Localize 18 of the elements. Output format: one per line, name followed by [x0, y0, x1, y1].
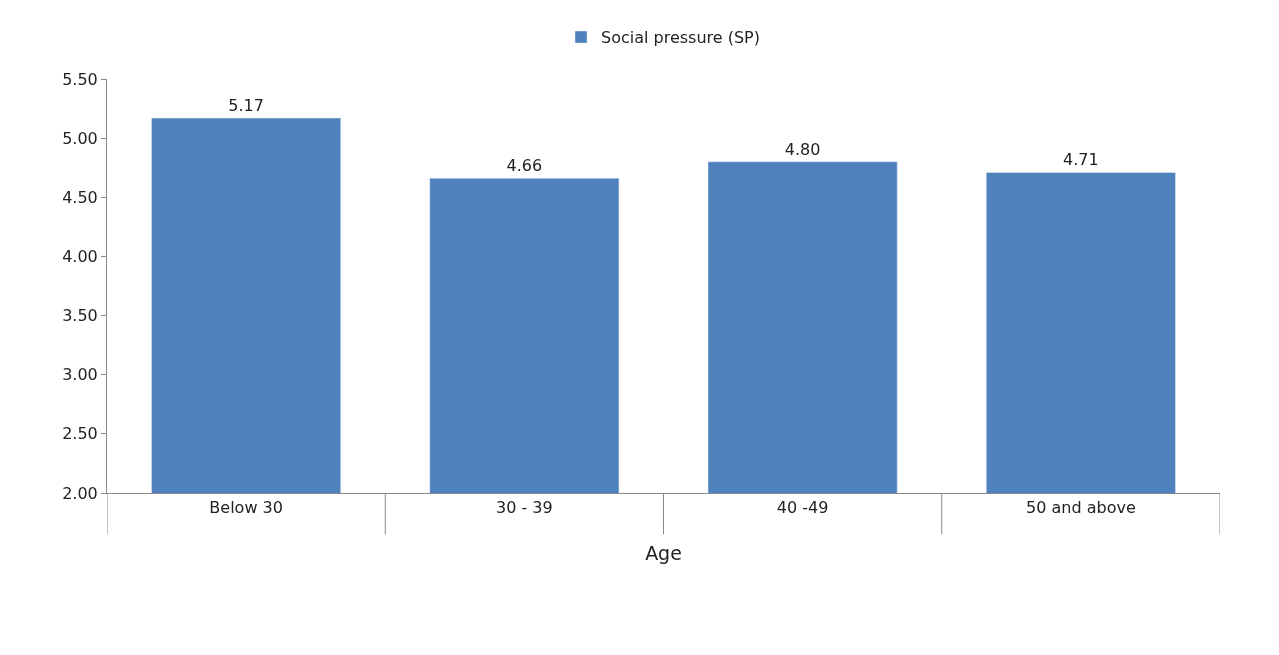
- data-label: 4.66: [506, 156, 543, 176]
- y-tick-label: 3.00: [62, 365, 98, 385]
- legend-label: Social pressure (SP): [601, 28, 761, 48]
- data-label: 5.17: [228, 96, 264, 116]
- y-tick-label: 2.00: [62, 483, 98, 503]
- data-label: 4.71: [1063, 150, 1099, 170]
- y-tick-label: 4.50: [62, 187, 98, 207]
- x-tick-label: 30 - 39: [496, 498, 553, 518]
- y-tick-label: 3.50: [62, 306, 98, 326]
- x-tick-label: 50 and above: [1026, 498, 1136, 518]
- x-tick-label: 40 -49: [776, 498, 829, 518]
- y-tick-label: 5.00: [62, 128, 98, 148]
- y-tick-label: 5.50: [62, 69, 98, 89]
- data-label: 4.80: [784, 139, 821, 159]
- x-tick-label: Below 30: [209, 498, 283, 518]
- y-tick-label: 2.50: [62, 424, 98, 444]
- x-axis-title: Age: [645, 542, 682, 564]
- y-tick-label: 4.00: [62, 247, 98, 267]
